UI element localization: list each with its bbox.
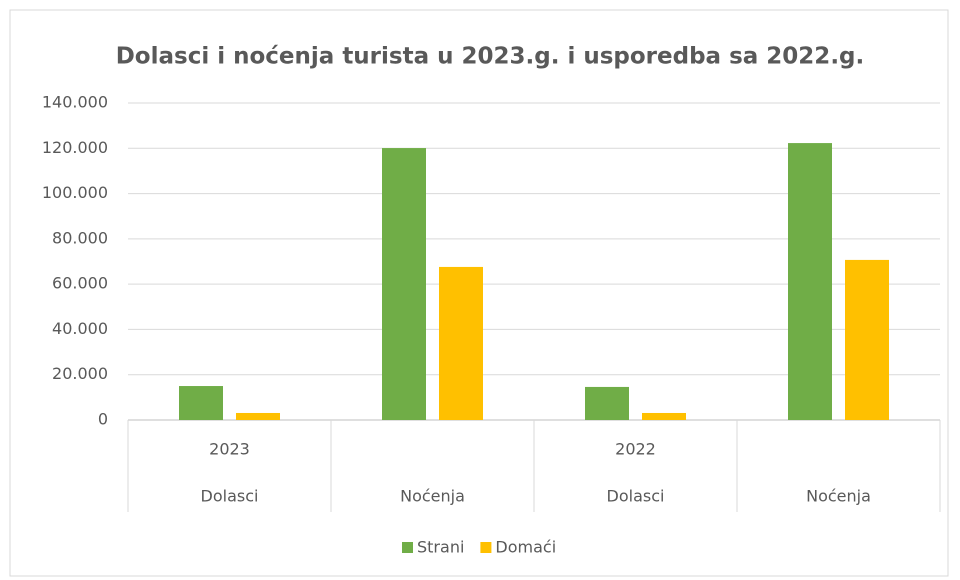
y-tick-label: 120.000	[42, 138, 108, 157]
y-tick-label: 140.000	[42, 93, 108, 112]
bar	[439, 266, 483, 420]
x-group-label: 2022	[615, 440, 656, 459]
bar	[845, 259, 889, 420]
y-tick-label: 40.000	[52, 319, 108, 338]
bar	[236, 412, 280, 420]
bar	[179, 386, 223, 420]
y-tick-label: 80.000	[52, 228, 108, 247]
x-group-label: 2023	[209, 440, 250, 459]
chart-title: Dolasci i noćenja turista u 2023.g. i us…	[116, 44, 865, 70]
bar	[788, 143, 832, 420]
legend-swatch	[480, 542, 492, 553]
bar	[382, 148, 426, 421]
x-tick-label: Dolasci	[201, 487, 259, 506]
x-tick-label: Noćenja	[806, 487, 871, 506]
x-tick-label: Dolasci	[607, 487, 665, 506]
legend-label: Domaći	[495, 538, 556, 557]
bar	[642, 412, 686, 420]
legend-swatch	[402, 542, 413, 553]
bar	[585, 386, 629, 420]
legend-label: Strani	[417, 538, 464, 557]
y-tick-label: 20.000	[52, 364, 108, 383]
y-tick-label: 100.000	[42, 183, 108, 202]
y-tick-label: 0	[98, 410, 108, 429]
x-tick-label: Noćenja	[400, 487, 465, 506]
y-tick-label: 60.000	[52, 274, 108, 293]
